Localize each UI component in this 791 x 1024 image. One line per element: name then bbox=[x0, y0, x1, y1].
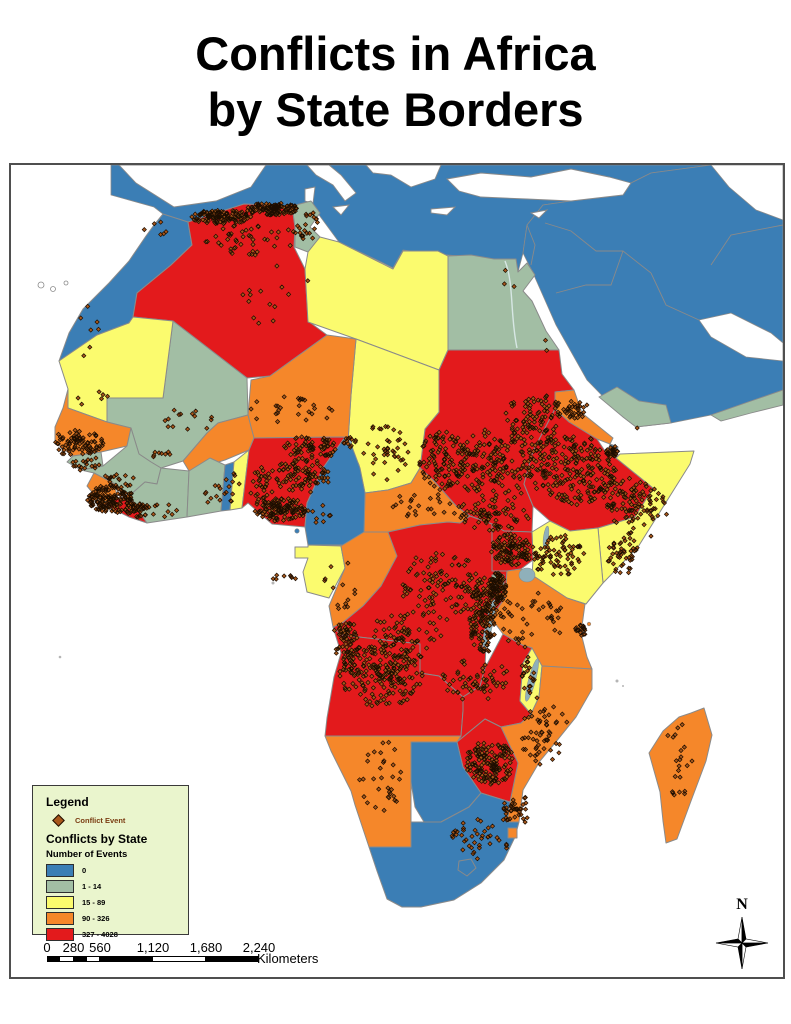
nile-river bbox=[504, 260, 518, 349]
legend-point-row: Conflict Event bbox=[52, 814, 188, 827]
legend-class-label: 1 - 14 bbox=[82, 882, 102, 891]
scale-bar-segment bbox=[47, 956, 61, 962]
conflict-event-points bbox=[53, 200, 695, 862]
european-land bbox=[365, 165, 442, 188]
canary-island bbox=[63, 280, 69, 286]
european-land bbox=[306, 165, 357, 202]
conflict-event-marker-icon bbox=[52, 814, 65, 827]
legend-class-swatch bbox=[46, 928, 74, 941]
legend-class-label: 15 - 89 bbox=[82, 898, 106, 907]
european-land bbox=[118, 165, 267, 208]
european-land bbox=[529, 209, 549, 219]
legend-class-row: 327 - 4028 bbox=[46, 928, 188, 941]
legend-class-swatch bbox=[46, 864, 74, 877]
legend-heading: Legend bbox=[46, 795, 89, 809]
scale-bar-segment bbox=[206, 956, 259, 962]
foreign-border-line bbox=[650, 272, 700, 321]
scale-bar-segments bbox=[47, 956, 259, 962]
european-land bbox=[332, 204, 351, 216]
scale-tick-label: 1,120 bbox=[136, 940, 170, 955]
foreign-border-line bbox=[555, 250, 624, 294]
legend-class-swatch bbox=[46, 912, 74, 925]
caspian-sea bbox=[710, 165, 783, 221]
legend-class-label: 327 - 4028 bbox=[82, 930, 118, 939]
country-lesotho bbox=[457, 858, 477, 877]
legend-class-row: 90 - 326 bbox=[46, 912, 188, 925]
atlantic-island-speck bbox=[58, 655, 62, 659]
legend-class-swatch bbox=[46, 880, 74, 893]
european-land bbox=[430, 206, 457, 216]
legend-class-row: 1 - 14 bbox=[46, 880, 188, 893]
scale-bar-segment bbox=[100, 956, 153, 962]
sao-tome-island bbox=[271, 581, 275, 585]
legend-class-label: 0 bbox=[82, 866, 87, 875]
scale-tick-label: 1,680 bbox=[189, 940, 223, 955]
scale-tick-label: 560 bbox=[89, 940, 111, 955]
country-yemen bbox=[598, 386, 672, 428]
scale-bar-segment bbox=[60, 956, 74, 962]
title-line-2: by State Borders bbox=[207, 83, 584, 137]
scale-tick-label: 0 bbox=[43, 940, 51, 955]
country-burkina_faso bbox=[182, 414, 255, 472]
persian-gulf bbox=[698, 312, 783, 362]
page-title: Conflicts in Africa by State Borders bbox=[0, 26, 791, 139]
country-oman bbox=[709, 389, 783, 422]
scale-bar-tick-labels: 0 280 560 1,120 1,680 2,240 bbox=[39, 940, 369, 955]
comoros-island bbox=[615, 679, 619, 683]
legend-box: Legend Conflict Event Conflicts by State… bbox=[32, 785, 189, 941]
map-canvas: Legend Conflict Event Conflicts by State… bbox=[9, 163, 785, 979]
scale-tick-label: 280 bbox=[62, 940, 85, 955]
scale-bar-segment bbox=[73, 956, 87, 962]
scale-bar: 0 280 560 1,120 1,680 2,240 Kilometers bbox=[39, 940, 369, 972]
north-arrow-label: N bbox=[736, 896, 748, 913]
legend-class-row: 15 - 89 bbox=[46, 896, 188, 909]
legend-class-list: 0 1 - 14 15 - 89 90 - 326 327 - 4028 bbox=[46, 864, 188, 941]
country-eswatini bbox=[507, 827, 518, 839]
scale-bar-segment bbox=[153, 956, 206, 962]
country-ghana bbox=[186, 457, 226, 518]
canary-island bbox=[37, 281, 45, 289]
legend-layer-heading: Conflicts by State bbox=[46, 832, 148, 846]
legend-class-swatch bbox=[46, 896, 74, 909]
conflict-event-label: Conflict Event bbox=[75, 816, 126, 825]
scale-tick-label: 2,240 bbox=[242, 940, 276, 955]
foreign-border-line bbox=[544, 222, 652, 274]
north-arrow: N bbox=[707, 896, 777, 976]
bioko-island bbox=[294, 528, 300, 534]
scale-bar-segment bbox=[86, 956, 100, 962]
compass-rose-icon bbox=[715, 916, 769, 970]
comoros-island bbox=[622, 685, 624, 687]
legend-class-label: 90 - 326 bbox=[82, 914, 110, 923]
european-land bbox=[446, 168, 632, 202]
zanzibar-island bbox=[586, 621, 592, 627]
lake-victoria bbox=[518, 567, 536, 583]
legend-class-row: 0 bbox=[46, 864, 188, 877]
european-land bbox=[304, 186, 316, 204]
country-libya bbox=[304, 236, 449, 371]
legend-sub-heading: Number of Events bbox=[46, 849, 128, 860]
foreign-border-line bbox=[526, 224, 536, 266]
title-line-1: Conflicts in Africa bbox=[195, 27, 596, 80]
foreign-border-line bbox=[710, 224, 783, 266]
scale-bar-unit: Kilometers bbox=[257, 951, 319, 966]
canary-island bbox=[50, 286, 56, 292]
